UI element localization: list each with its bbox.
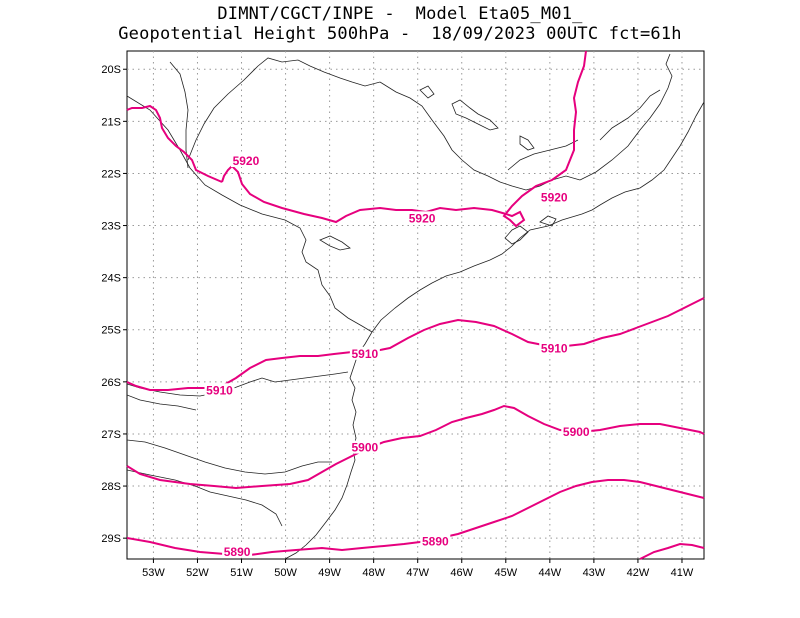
chart-title-line1: DIMNT/CGCT/INPE - Model Eta05_M01_	[217, 4, 583, 24]
lon-tick-label: 46W	[450, 567, 473, 579]
chart-title-line2: Geopotential Height 500hPa - 18/09/2023 …	[118, 24, 682, 44]
contour-5920-main	[221, 50, 587, 228]
coastline-rio	[504, 215, 557, 245]
lon-tick-label: 41W	[671, 567, 694, 579]
border-mg-north	[507, 139, 579, 171]
river-iguacu	[126, 394, 197, 411]
lon-tick-label: 43W	[583, 567, 606, 579]
lon-tick-label: 48W	[362, 567, 385, 579]
contour-label: 5920	[233, 154, 260, 168]
lon-tick-label: 52W	[186, 567, 209, 579]
lon-tick-label: 44W	[539, 567, 562, 579]
contour-label: 5900	[351, 441, 378, 455]
lat-tick-label: 22S	[101, 168, 121, 180]
reservoir-billings	[319, 235, 351, 251]
contour-label: 5890	[224, 545, 251, 559]
contour-label-bg	[539, 190, 570, 204]
contour-5900	[126, 404, 705, 490]
lon-tick-label: 47W	[406, 567, 429, 579]
axis-tick-labels: 53W 52W 51W 50W 49W 48W 47W 46W 45W 44W 43W 42W 41W 2…	[101, 64, 693, 579]
contour-label-bg	[349, 346, 380, 360]
contour-label-bg	[561, 424, 592, 438]
contour-label: 5920	[541, 190, 568, 204]
contour-label: 5910	[206, 383, 233, 397]
contour-label: 5920	[409, 211, 436, 225]
border-sc-rs	[126, 439, 332, 475]
lon-tick-label: 51W	[230, 567, 253, 579]
lat-tick-label: 21S	[101, 116, 121, 128]
lon-tick-label: 49W	[318, 567, 341, 579]
lat-tick-label: 24S	[101, 273, 121, 285]
contour-label-bg	[349, 440, 380, 454]
lon-tick-label: 45W	[494, 567, 517, 579]
lon-tick-label: 50W	[274, 567, 297, 579]
lat-tick-label: 28S	[101, 481, 121, 493]
lat-tick-label: 20S	[101, 64, 121, 76]
contour-label-bg	[539, 341, 570, 355]
contour-5880	[639, 542, 705, 560]
lat-tick-label: 25S	[101, 325, 121, 337]
contour-label: 5910	[351, 347, 378, 361]
reservoir-furnas	[451, 99, 499, 131]
graticule-grid	[127, 51, 704, 559]
lat-tick-label: 27S	[101, 429, 121, 441]
contour-label-bg	[407, 211, 438, 225]
border-es	[599, 89, 661, 141]
border-mg-rj	[579, 53, 673, 181]
border-mg-sp	[187, 57, 581, 191]
contour-label: 5910	[541, 342, 568, 356]
border-sp-pr	[126, 95, 373, 333]
coastlines-boundaries	[126, 53, 705, 560]
contour-label-bg	[230, 154, 261, 168]
coastline-atlantic	[284, 101, 705, 560]
contour-label: 5900	[563, 425, 590, 439]
contour-label-bg	[420, 534, 451, 548]
lat-tick-label: 23S	[101, 221, 121, 233]
lat-tick-label: 26S	[101, 377, 121, 389]
border-west	[169, 61, 189, 169]
contour-label: 5890	[422, 534, 449, 548]
reservoir-north	[419, 85, 435, 99]
lon-tick-label: 42W	[627, 567, 650, 579]
lat-tick-label: 29S	[101, 533, 121, 545]
contour-label-bg	[204, 383, 235, 397]
contour-5920-west	[126, 104, 223, 183]
border-pr-sc	[126, 371, 349, 397]
lon-tick-label: 53W	[142, 567, 165, 579]
map-frame	[126, 50, 705, 560]
contour-label-bg	[222, 544, 253, 558]
reservoir-east	[519, 135, 535, 151]
border-argentina	[126, 469, 283, 527]
contour-labels: 5920 5920 5920 5910 5910 5910 5900 5900 5890 5890	[204, 154, 592, 559]
